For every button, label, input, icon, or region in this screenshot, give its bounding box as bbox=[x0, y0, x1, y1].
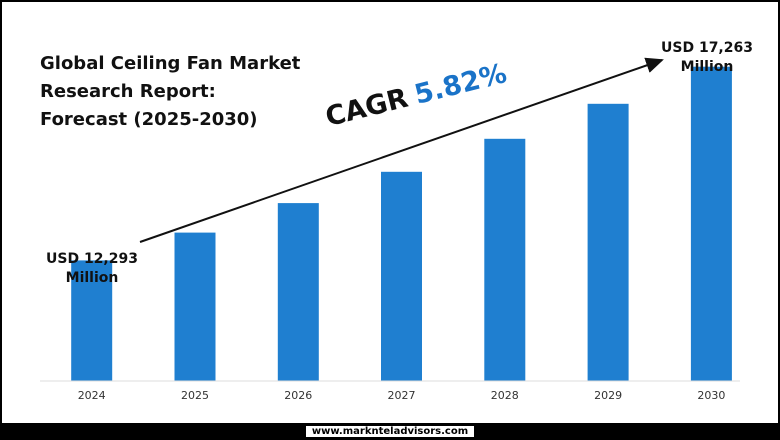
title-line-2: Research Report: bbox=[40, 81, 216, 102]
bar-2024 bbox=[71, 260, 113, 381]
start-value-callout: USD 12,293 Million bbox=[42, 250, 142, 288]
bar-2025 bbox=[174, 232, 216, 381]
bar-2029 bbox=[587, 103, 629, 382]
footer-bar: www.marknteladvisors.com bbox=[2, 423, 778, 440]
end-value-amount: USD 17,263 bbox=[661, 40, 753, 56]
x-tick-label-2024: 2024 bbox=[78, 389, 106, 402]
cagr-arrow bbox=[139, 57, 664, 243]
start-value-amount: USD 12,293 bbox=[46, 251, 138, 267]
bar-2028 bbox=[484, 138, 526, 381]
end-value-unit: Million bbox=[680, 59, 734, 75]
title-line-3: Forecast (2025-2030) bbox=[40, 109, 258, 130]
start-value-unit: Million bbox=[65, 270, 119, 286]
chart-title: Global Ceiling Fan Market Research Repor… bbox=[40, 50, 340, 134]
x-tick-label-2028: 2028 bbox=[491, 389, 519, 402]
x-tick-label-2029: 2029 bbox=[594, 389, 622, 402]
bar-2027 bbox=[381, 171, 422, 381]
x-tick-label-2025: 2025 bbox=[181, 389, 209, 402]
end-value-callout: USD 17,263 Million bbox=[652, 39, 762, 77]
x-tick-label-2026: 2026 bbox=[284, 389, 312, 402]
x-axis-ticks: 2024 2025 2026 2027 2028 2029 2030 bbox=[78, 389, 726, 402]
x-tick-label-2027: 2027 bbox=[388, 389, 416, 402]
bars-group bbox=[71, 66, 732, 382]
bar-2026 bbox=[277, 203, 319, 381]
footer-website: www.marknteladvisors.com bbox=[305, 426, 475, 437]
bar-2030 bbox=[690, 66, 732, 381]
title-line-1: Global Ceiling Fan Market bbox=[40, 53, 301, 74]
x-tick-label-2030: 2030 bbox=[697, 389, 725, 402]
